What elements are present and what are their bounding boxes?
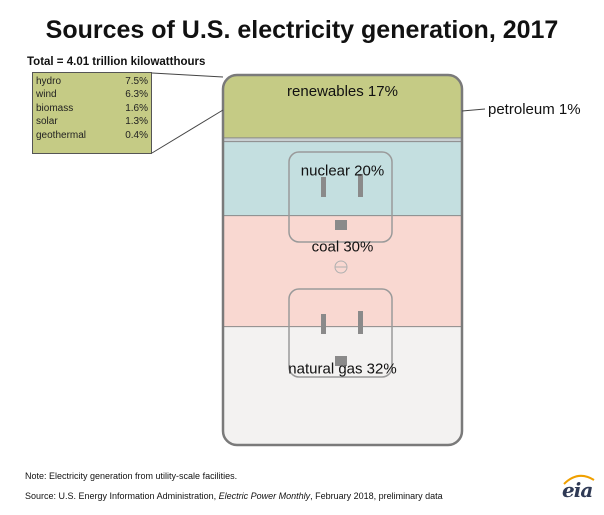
lower-ground-hole xyxy=(335,356,347,366)
source-prefix: Source: U.S. Energy Information Administ… xyxy=(25,491,219,501)
breakdown-name: wind xyxy=(36,89,57,101)
breakdown-value: 0.4% xyxy=(125,129,148,141)
segment-nuclear xyxy=(223,141,462,216)
footnote: Note: Electricity generation from utilit… xyxy=(25,471,238,481)
breakdown-name: biomass xyxy=(36,102,74,114)
breakdown-value: 1.3% xyxy=(125,116,148,128)
outlet-receptacles xyxy=(288,151,393,378)
breakdown-name: solar xyxy=(36,116,58,128)
segment-petroleum xyxy=(223,137,462,142)
breakdown-value: 6.3% xyxy=(125,89,148,101)
callout-line-top xyxy=(151,72,224,78)
eia-logo-arc xyxy=(563,474,595,485)
breakdown-name: geothermal xyxy=(36,129,87,141)
breakdown-value: 1.6% xyxy=(125,102,148,114)
label-natural-gas: natural gas 32% xyxy=(288,361,396,378)
outlet-plate-outline xyxy=(221,73,464,447)
breakdown-row-solar: solar 1.3% xyxy=(36,115,148,128)
eia-logo: eia xyxy=(562,478,593,502)
petroleum-label: petroleum 1% xyxy=(488,101,581,118)
segment-natural-gas xyxy=(223,326,462,445)
lower-slot-left xyxy=(321,314,326,334)
label-nuclear: nuclear 20% xyxy=(301,163,384,180)
breakdown-row-wind: wind 6.3% xyxy=(36,88,148,101)
breakdown-row-geothermal: geothermal 0.4% xyxy=(36,129,148,142)
lower-slot-right xyxy=(358,311,363,334)
source-line: Source: U.S. Energy Information Administ… xyxy=(25,491,443,501)
breakdown-row-hydro: hydro 7.5% xyxy=(36,75,148,88)
upper-slot-right xyxy=(358,174,363,197)
source-suffix: , February 2018, preliminary data xyxy=(310,491,443,501)
upper-ground-hole xyxy=(335,220,347,230)
lower-receptacle xyxy=(288,288,393,378)
label-renewables: renewables 17% xyxy=(287,83,398,100)
breakdown-value: 7.5% xyxy=(125,76,148,87)
renewables-breakdown-table: hydro 7.5% wind 6.3% biomass 1.6% solar 1.3% geo… xyxy=(32,72,152,154)
petroleum-pointer-line xyxy=(461,108,486,112)
upper-slot-left xyxy=(321,177,326,197)
upper-receptacle xyxy=(288,151,393,243)
chart-subtitle: Total = 4.01 trillion kilowatthours xyxy=(27,56,206,68)
breakdown-row-biomass: biomass 1.6% xyxy=(36,102,148,115)
breakdown-name: hydro xyxy=(36,76,62,87)
chart-title: Sources of U.S. electricity generation, … xyxy=(45,16,559,44)
segment-coal xyxy=(223,215,462,327)
segment-renewables xyxy=(223,75,462,138)
source-publication: Electric Power Monthly xyxy=(218,491,311,501)
label-coal: coal 30% xyxy=(312,239,374,256)
callout-line-bottom xyxy=(151,109,224,154)
